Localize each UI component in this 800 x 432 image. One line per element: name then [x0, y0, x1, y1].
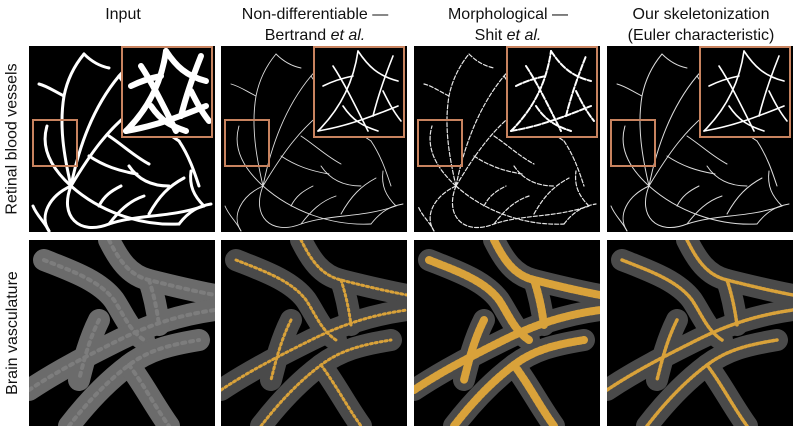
column-header-euler: Our skeletonization (Euler characteristi…: [607, 4, 795, 46]
column-header-line1: Morphological —: [447, 6, 569, 23]
panel-retina-bertrand: [221, 46, 407, 232]
column-header-shit: Morphological — Shit et al.: [414, 4, 602, 46]
retina-bertrand-image: [221, 46, 407, 232]
retina-input-image: [29, 46, 215, 232]
retina-shit-image: [414, 46, 600, 232]
brain-shit-image: [414, 240, 600, 426]
column-header-line1: Non-differentiable —: [241, 6, 389, 23]
row-label-brain: Brain vasculature: [4, 271, 21, 395]
row-label-retina: Retinal blood vessels: [4, 63, 22, 215]
retina-euler-image: [607, 46, 793, 232]
column-header-line2: Bertrand et al.: [264, 27, 366, 44]
panel-retina-shit: [414, 46, 600, 232]
panel-brain-shit: [414, 240, 600, 426]
brain-euler-image: [607, 240, 793, 426]
column-header-line1: Our skeletonization: [632, 6, 770, 23]
column-header-bertrand: Non-differentiable — Bertrand et al.: [221, 4, 409, 46]
panel-retina-euler: [607, 46, 793, 232]
panel-retina-input: [29, 46, 215, 232]
panel-brain-input: [29, 240, 215, 426]
column-header-line2: Shit et al.: [474, 27, 542, 44]
column-header-line1: Input: [105, 6, 141, 23]
column-header-input: Input: [29, 4, 217, 25]
brain-bertrand-image: [221, 240, 407, 426]
panel-brain-bertrand: [221, 240, 407, 426]
panel-brain-euler: [607, 240, 793, 426]
column-header-line2: (Euler characteristic): [627, 27, 775, 44]
brain-input-image: [29, 240, 215, 426]
